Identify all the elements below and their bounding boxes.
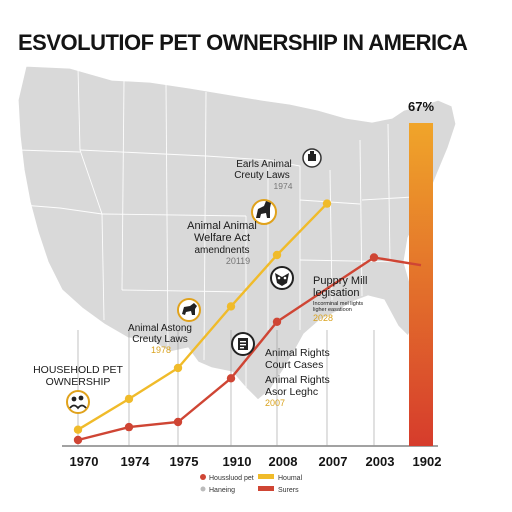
annotation-puppy: Puppry Mill legisation Incorminal mel li… xyxy=(313,275,367,323)
annotation-subline: Incorminal mel lights xyxy=(313,301,363,307)
x-tick-label: 2007 xyxy=(319,454,348,469)
legend-label: Houssluod pet xyxy=(209,475,254,482)
annotation-year: 20119 xyxy=(226,256,250,266)
annotation-line: legisation xyxy=(313,287,359,299)
dog-icon xyxy=(177,298,201,322)
annotation-line: Court Cases xyxy=(265,359,323,371)
annotation-line: Creuty Laws xyxy=(132,334,188,345)
annotation-line: Animal Astong xyxy=(128,323,192,334)
x-tick-label: 1970 xyxy=(70,454,99,469)
annotation-line: Animal Rights xyxy=(265,374,330,386)
legend-marker xyxy=(200,474,206,480)
x-tick-label: 1975 xyxy=(170,454,199,469)
chart-title: ESVOLUTIOF PET OWNERSHIP IN AMERICA xyxy=(18,30,468,55)
annotation-line: OWNERSHIP xyxy=(46,376,111,388)
usa-map-background xyxy=(17,65,457,401)
data-point xyxy=(124,422,134,432)
annotation-early: Earls Animal Creuty Laws 1974 xyxy=(234,159,293,191)
people-pets-icon xyxy=(66,390,90,414)
data-point xyxy=(73,425,83,434)
annotation-asgr: Animal Rights Asor Leghc 2007 xyxy=(265,374,330,408)
data-point xyxy=(226,374,236,383)
data-point xyxy=(124,394,134,404)
legend-marker xyxy=(258,474,274,479)
legend-label: Houmal xyxy=(278,475,303,482)
annotation-line: Animal Rights xyxy=(265,347,330,359)
x-tick-label: 2008 xyxy=(269,454,298,469)
annotation-line: Animal Animal xyxy=(187,220,257,232)
data-point xyxy=(226,302,236,311)
dog-icon xyxy=(251,199,277,225)
annotation-year: 2028 xyxy=(313,313,333,323)
x-tick-label: 2003 xyxy=(366,454,395,469)
legend: Houssluod pet Houmal Haneing Surers xyxy=(200,474,303,494)
x-tick-label: 1910 xyxy=(223,454,252,469)
legend-label: Haneing xyxy=(209,487,235,494)
data-point xyxy=(173,363,183,373)
annotation-subline: ligher easatioon xyxy=(313,307,352,313)
annotation-line: Welfare Act xyxy=(194,232,250,244)
data-point xyxy=(369,253,379,262)
series-points-household-pet xyxy=(73,253,379,445)
data-point xyxy=(173,417,183,427)
annotation-welfare: Animal Animal Welfare Act amendnents 201… xyxy=(187,220,257,266)
legend-label: Surers xyxy=(278,487,299,494)
data-point xyxy=(73,435,83,445)
data-point xyxy=(272,250,282,260)
cat-bowl-icon xyxy=(302,148,322,168)
annotation-line: Earls Animal xyxy=(236,159,292,170)
annotation-line: HOUSEHOLD PET xyxy=(33,364,123,376)
data-point xyxy=(322,199,332,208)
annotation-asting: Animal Astong Creuty Laws 1978 xyxy=(128,323,192,355)
annotation-court: Animal Rights Court Cases xyxy=(265,347,330,371)
x-tick-label: 1902 xyxy=(413,454,442,469)
bar-value-label: 67% xyxy=(408,99,434,114)
series-line-houmal xyxy=(77,202,328,431)
annotation-year: 2007 xyxy=(265,398,285,408)
document-icon xyxy=(231,332,255,356)
legend-marker xyxy=(200,486,206,492)
annotation-line: Creuty Laws xyxy=(234,170,290,181)
ownership-bar xyxy=(409,123,433,446)
x-tick-labels: 1970 1974 1975 1910 2008 2007 2003 1902 xyxy=(70,454,442,469)
annotation-line: Puppry Mill xyxy=(313,275,367,287)
annotation-line: amendnents xyxy=(194,245,249,256)
annotation-line: Asor Leghc xyxy=(265,386,318,398)
series-points-houmal xyxy=(73,199,332,434)
annotation-year: 1978 xyxy=(151,345,171,355)
legend-marker xyxy=(258,486,274,491)
owl-icon xyxy=(270,266,294,290)
annotation-year: 1974 xyxy=(274,181,293,191)
x-tick-label: 1974 xyxy=(121,454,151,469)
annotation-household: HOUSEHOLD PET OWNERSHIP xyxy=(33,364,123,388)
data-point xyxy=(272,317,282,326)
